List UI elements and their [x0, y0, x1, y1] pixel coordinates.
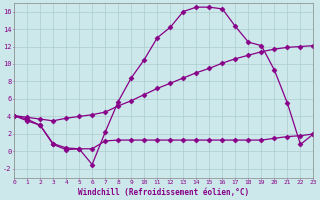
X-axis label: Windchill (Refroidissement éolien,°C): Windchill (Refroidissement éolien,°C) — [78, 188, 249, 197]
